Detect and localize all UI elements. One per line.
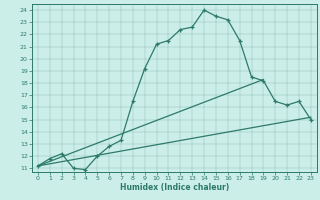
- X-axis label: Humidex (Indice chaleur): Humidex (Indice chaleur): [120, 183, 229, 192]
